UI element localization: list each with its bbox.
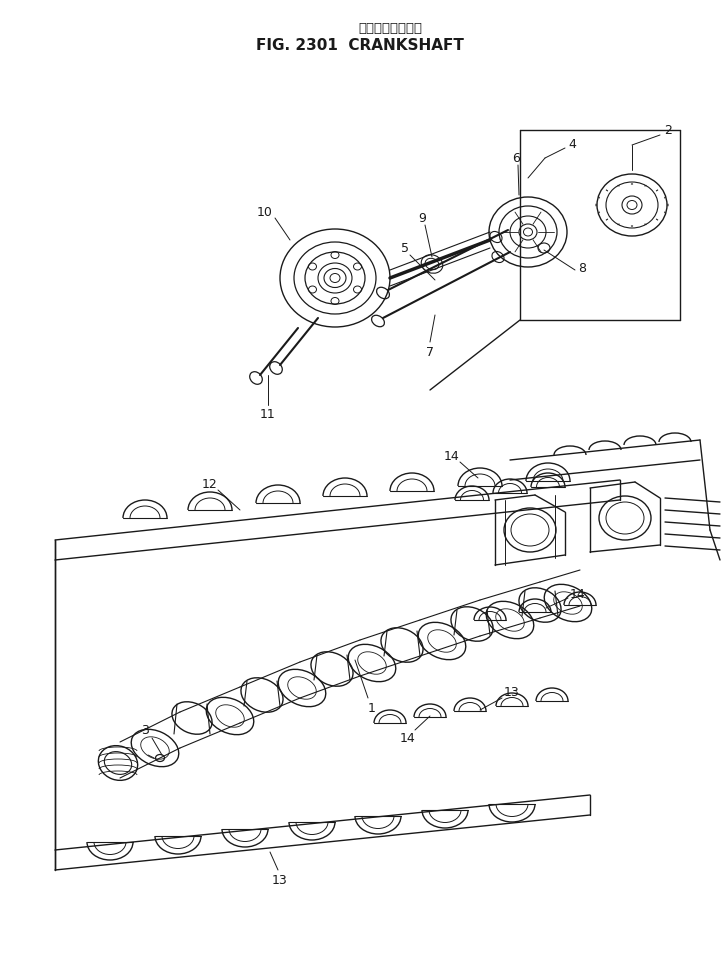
Text: 14: 14 [400,731,416,744]
Text: 4: 4 [568,138,576,152]
Text: クランクシャフト: クランクシャフト [358,21,422,34]
Text: 3: 3 [141,724,149,736]
Text: 11: 11 [260,408,276,422]
Text: 14: 14 [444,449,460,463]
Text: 1: 1 [368,701,376,715]
Text: 14: 14 [570,587,586,601]
Text: FIG. 2301  CRANKSHAFT: FIG. 2301 CRANKSHAFT [256,39,464,54]
Text: 8: 8 [578,261,586,275]
Text: 12: 12 [202,477,218,491]
Text: 2: 2 [664,124,672,136]
Text: 13: 13 [504,687,520,699]
Text: 13: 13 [272,874,288,886]
Text: 10: 10 [257,206,273,218]
Text: 6: 6 [512,152,520,165]
Text: 9: 9 [418,211,426,224]
Text: 7: 7 [426,346,434,358]
Text: 5: 5 [401,242,409,254]
